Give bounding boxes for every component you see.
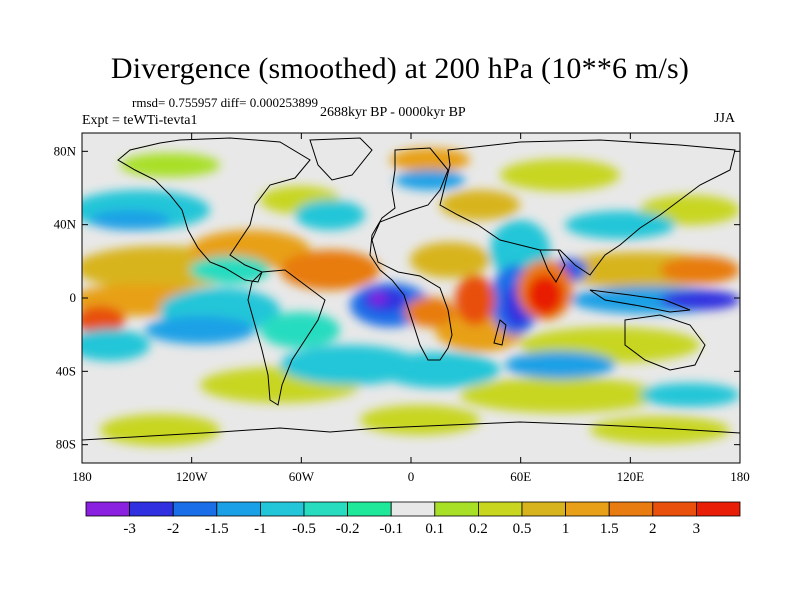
plot-title: Divergence (smoothed) at 200 hPa (10**6 … xyxy=(110,52,690,85)
lon-tick-label: 0 xyxy=(408,469,415,484)
asia-coast xyxy=(439,139,736,276)
colorbar-label: -0.2 xyxy=(336,521,360,537)
longitude-axis: 180 120W 60W 0 60E 120E 180 xyxy=(72,133,750,484)
colorbar-label: 1 xyxy=(562,521,570,537)
colorbar: -3 -2 -1.5 -1 -0.5 -0.2 -0.1 0.1 0.2 0.5 1 1.5 2 3 xyxy=(85,501,741,537)
lat-tick-label: 0 xyxy=(70,290,77,305)
colorbar-swatch xyxy=(129,501,174,517)
greenland-coast xyxy=(309,137,373,181)
colorbar-label: 0.1 xyxy=(425,521,444,537)
colorbar-swatch xyxy=(608,501,654,517)
colorbar-swatch xyxy=(434,501,479,517)
lon-tick-label: 180 xyxy=(730,469,750,484)
colorbar-swatch xyxy=(390,501,436,517)
colorbar-swatch xyxy=(259,501,305,517)
colorbar-swatch xyxy=(696,501,741,517)
season-label: JJA xyxy=(714,111,736,126)
colorbar-label: -0.1 xyxy=(379,521,403,537)
lon-tick-label: 60E xyxy=(510,469,531,484)
madagascar-coast xyxy=(493,319,507,346)
lon-tick-label: 60W xyxy=(289,469,315,484)
colorbar-swatch xyxy=(172,501,218,517)
colorbar-label: -2 xyxy=(167,521,180,537)
europe-africa-coast xyxy=(369,147,453,361)
colorbar-label: 3 xyxy=(693,521,701,537)
colorbar-swatch xyxy=(521,501,566,517)
colorbar-label: -1 xyxy=(254,521,267,537)
colorbar-swatch xyxy=(303,501,348,517)
colorbar-label: 1.5 xyxy=(600,521,619,537)
colorbar-label: -3 xyxy=(123,521,136,537)
coastlines xyxy=(82,137,740,441)
colorbar-swatch xyxy=(565,501,610,517)
colorbar-label: 0.2 xyxy=(469,521,488,537)
colorbar-label: -1.5 xyxy=(205,521,229,537)
lat-tick-label: 80S xyxy=(56,437,76,452)
lat-tick-label: 40N xyxy=(54,217,77,232)
colorbar-swatch xyxy=(652,501,697,517)
colorbar-label: 0.5 xyxy=(513,521,532,537)
colorbar-swatch xyxy=(477,501,523,517)
lat-tick-label: 40S xyxy=(56,363,76,378)
colorbar-swatch xyxy=(347,501,392,517)
rmsd-stats: rmsd= 0.755957 diff= 0.000253899 xyxy=(132,95,318,110)
india-coast xyxy=(539,249,566,283)
colorbar-label: -0.5 xyxy=(292,521,316,537)
colorbar-label: 2 xyxy=(649,521,657,537)
lon-tick-label: 120E xyxy=(617,469,645,484)
colorbar-swatch xyxy=(216,501,261,517)
lon-tick-label: 120W xyxy=(176,469,209,484)
antarctica-coast xyxy=(82,421,740,441)
indonesia-coast xyxy=(589,289,691,313)
south-america-coast xyxy=(247,269,326,406)
australia-coast xyxy=(624,314,706,371)
latitude-axis: 80N 40N 0 40S 80S xyxy=(54,143,740,452)
north-america-coast xyxy=(117,137,311,283)
divergence-field xyxy=(82,148,740,446)
experiment-label: Expt = teWTi-tevta1 xyxy=(82,113,198,128)
lat-tick-label: 80N xyxy=(54,143,77,158)
period-label: 2688kyr BP - 0000kyr BP xyxy=(320,105,466,120)
colorbar-swatch xyxy=(85,501,130,517)
lon-tick-label: 180 xyxy=(72,469,92,484)
